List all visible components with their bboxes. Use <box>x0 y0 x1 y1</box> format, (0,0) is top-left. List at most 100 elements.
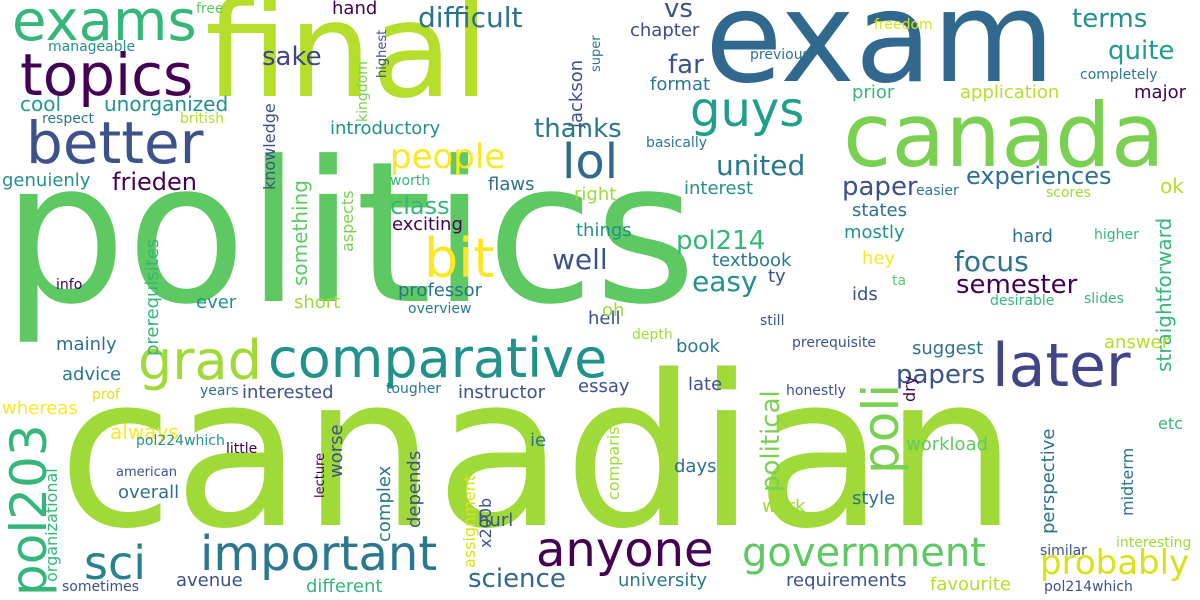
cloud-word: info <box>56 277 83 293</box>
cloud-word: always <box>110 420 179 444</box>
cloud-word: experiences <box>966 162 1112 190</box>
cloud-word: whereas <box>2 398 78 419</box>
cloud-word: easy <box>692 265 758 298</box>
cloud-word: late <box>688 374 723 395</box>
cloud-word: interested <box>242 382 334 403</box>
cloud-word: politics <box>2 120 697 348</box>
cloud-word: canadian <box>58 330 1018 575</box>
cloud-word: final <box>205 0 490 128</box>
cloud-word: government <box>742 530 986 576</box>
cloud-word: quite <box>1108 36 1175 66</box>
cloud-word: mostly <box>844 222 905 243</box>
cloud-word: ids <box>852 284 878 305</box>
cloud-word: still <box>760 313 785 329</box>
cloud-word: comparative <box>268 327 608 390</box>
cloud-word: interest <box>684 178 754 199</box>
cloud-word: ok <box>1160 174 1184 198</box>
cloud-word: states <box>852 200 907 221</box>
cloud-word: similar <box>1040 543 1087 559</box>
cloud-word: worse <box>326 424 347 478</box>
cloud-word: midterm <box>1118 447 1137 516</box>
cloud-word: bit <box>424 227 495 290</box>
cloud-word: style <box>852 488 896 509</box>
cloud-word: hurl <box>478 510 514 531</box>
cloud-word: honestly <box>786 383 846 399</box>
cloud-word: interesting <box>1116 535 1192 551</box>
cloud-word: professor <box>398 280 483 301</box>
cloud-word: perspective <box>1038 428 1059 534</box>
cloud-word: comparison <box>604 406 623 500</box>
cloud-word: tougher <box>386 381 442 397</box>
cloud-word: prerequisite <box>792 335 876 351</box>
cloud-word: class <box>390 192 450 220</box>
cloud-word: hey <box>862 248 896 269</box>
cloud-word: prior <box>852 82 895 103</box>
cloud-word: things <box>576 220 632 241</box>
cloud-word: university <box>618 570 708 591</box>
cloud-word: depends <box>404 450 425 528</box>
cloud-word: later <box>992 331 1131 401</box>
cloud-word: completely <box>1080 67 1158 83</box>
cloud-word: application <box>960 82 1060 103</box>
cloud-word: work <box>762 496 806 517</box>
cloud-word: higher <box>1094 227 1139 243</box>
cloud-word: depth <box>632 327 673 343</box>
cloud-word: major <box>1134 82 1186 103</box>
cloud-word: frieden <box>112 168 197 196</box>
cloud-word: super <box>589 35 604 72</box>
cloud-word: introductory <box>330 118 441 139</box>
cloud-word: ie <box>530 430 547 451</box>
cloud-word: probably <box>1040 543 1190 583</box>
cloud-word: sometimes <box>62 579 140 595</box>
cloud-word: scores <box>1046 185 1091 201</box>
cloud-word: suggest <box>912 338 984 359</box>
cloud-word: difficult <box>418 1 523 34</box>
cloud-word: prerequisites <box>142 238 163 356</box>
cloud-word: essay <box>578 376 630 397</box>
cloud-word: sci <box>84 536 147 590</box>
cloud-word: complex <box>374 465 395 542</box>
cloud-word: book <box>676 336 720 357</box>
cloud-word: vs <box>664 0 693 24</box>
cloud-word: paper <box>842 172 918 202</box>
cloud-word: focus <box>954 245 1029 278</box>
cloud-word: cool <box>20 92 62 116</box>
cloud-word: assignment <box>460 474 479 568</box>
cloud-word: dry <box>900 375 919 402</box>
cloud-word: canada <box>843 84 1165 187</box>
cloud-word: guys <box>690 82 805 138</box>
cloud-word: united <box>716 149 806 182</box>
cloud-word: textbook <box>712 250 792 271</box>
cloud-word: worth <box>390 173 431 189</box>
cloud-word: right <box>574 184 617 205</box>
cloud-word: pol224which <box>136 433 225 449</box>
cloud-word: kingdom <box>355 61 371 122</box>
cloud-word: years <box>200 383 239 399</box>
cloud-word: format <box>650 74 711 95</box>
cloud-word: days <box>674 456 717 477</box>
cloud-word: instructor <box>458 382 546 403</box>
cloud-word: american <box>116 465 177 480</box>
cloud-word: poli <box>852 383 910 474</box>
cloud-word: flaws <box>488 174 535 195</box>
cloud-word: better <box>26 109 204 177</box>
cloud-word: papers <box>896 360 986 390</box>
cloud-word: favourite <box>930 574 1011 595</box>
cloud-word: advice <box>62 364 122 385</box>
cloud-word: answer <box>1104 332 1170 353</box>
cloud-word: something <box>288 180 312 286</box>
cloud-word: ty <box>768 266 786 287</box>
cloud-word: far <box>668 50 704 80</box>
cloud-word: exams <box>12 0 197 54</box>
cloud-word: exam <box>705 0 1055 111</box>
cloud-word: british <box>180 111 225 127</box>
cloud-word: topics <box>20 41 194 109</box>
cloud-word: political <box>756 390 786 492</box>
cloud-word: workload <box>906 434 989 455</box>
cloud-word: slides <box>1084 291 1124 307</box>
cloud-word: manageable <box>48 39 136 55</box>
cloud-word: easier <box>916 183 959 199</box>
cloud-word: mainly <box>56 334 117 355</box>
cloud-word: grad <box>138 329 262 392</box>
